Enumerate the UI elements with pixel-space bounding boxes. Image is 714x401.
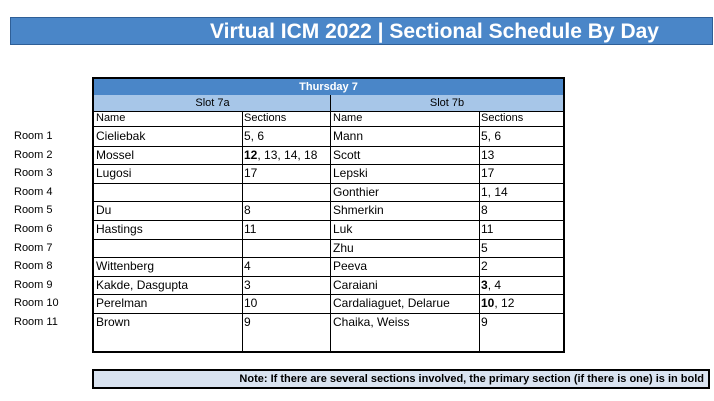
row-divider bbox=[94, 145, 563, 147]
room-label: Room 8 bbox=[14, 260, 53, 273]
header-divider bbox=[94, 126, 563, 127]
sections-header-7a: Sections bbox=[244, 112, 287, 124]
row-divider bbox=[94, 182, 563, 184]
speaker-name-7b: Cardaliaguet, Delarue bbox=[333, 296, 450, 311]
sections-7b: 10, 12 bbox=[481, 296, 515, 311]
row-divider bbox=[94, 220, 563, 221]
speaker-name-7b: Mann bbox=[333, 129, 364, 143]
sections-7b: 8 bbox=[481, 203, 488, 218]
bold-note: Note: If there are several sections invo… bbox=[92, 369, 710, 389]
sections-header-7b: Sections bbox=[481, 112, 524, 124]
speaker-name-7a: Wittenberg bbox=[96, 259, 155, 274]
speaker-name-7a: Perelman bbox=[96, 296, 148, 311]
speaker-name-7a: Du bbox=[96, 203, 112, 218]
day-header: Thursday 7 bbox=[94, 79, 563, 96]
row-divider bbox=[94, 275, 563, 277]
row-divider bbox=[94, 294, 563, 296]
name-header-7a: Name bbox=[96, 112, 126, 124]
row-divider bbox=[94, 313, 563, 314]
speaker-name-7a: Mossel bbox=[96, 147, 135, 162]
sections-7a: 12, 13, 14, 18 bbox=[244, 147, 318, 162]
sections-7b: 13 bbox=[481, 147, 495, 162]
room-label: Room 2 bbox=[14, 148, 53, 161]
primary-section: 12 bbox=[244, 147, 258, 162]
speaker-name-7b: Scott bbox=[333, 147, 361, 162]
sections-7a: 9 bbox=[244, 315, 251, 329]
speaker-name-7a: Hastings bbox=[96, 222, 143, 236]
room-label: Room 7 bbox=[14, 241, 53, 254]
sections-7b: 11 bbox=[481, 222, 494, 236]
sections-7b: 2 bbox=[481, 259, 488, 274]
speaker-name-7a: Lugosi bbox=[96, 166, 132, 181]
sections-7a: 5, 6 bbox=[244, 129, 265, 143]
sections-7a bbox=[242, 239, 331, 258]
slot-header-7b: Slot 7b bbox=[331, 95, 563, 112]
name-header-7b: Name bbox=[333, 112, 363, 124]
slot-divider bbox=[330, 95, 331, 351]
sections-7a: 4 bbox=[244, 259, 251, 274]
speaker-name-7b: Caraiani bbox=[333, 277, 378, 292]
primary-section: 10 bbox=[481, 296, 495, 311]
room-label: Room 5 bbox=[14, 204, 53, 217]
speaker-name-7b: Luk bbox=[333, 222, 353, 236]
sections-7a: 10 bbox=[244, 296, 258, 311]
room-label: Room 9 bbox=[14, 278, 53, 291]
room-label: Room 11 bbox=[14, 316, 58, 328]
sections-7b: 5, 6 bbox=[481, 129, 502, 143]
slot-header-7a: Slot 7a bbox=[94, 95, 331, 112]
room-label: Room 1 bbox=[14, 130, 53, 142]
title-banner: Virtual ICM 2022 | Sectional Schedule By… bbox=[10, 17, 713, 45]
sections-7b: 1, 14 bbox=[481, 184, 508, 199]
column-divider-7a bbox=[242, 111, 243, 351]
sections-7a: 17 bbox=[244, 166, 258, 181]
schedule-table: Thursday 7 Slot 7a Slot 7b Name Sections… bbox=[92, 77, 565, 353]
room-label: Room 3 bbox=[14, 167, 53, 180]
sections-7a: 3 bbox=[244, 277, 251, 292]
sections-7b: 9 bbox=[481, 315, 488, 329]
page-title: Virtual ICM 2022 | Sectional Schedule By… bbox=[210, 20, 659, 43]
speaker-name-7a bbox=[94, 183, 242, 202]
speaker-name-7b: Shmerkin bbox=[333, 203, 384, 218]
sections-7b: 3, 4 bbox=[481, 277, 502, 292]
row-divider bbox=[94, 201, 563, 203]
speaker-name-7a bbox=[94, 239, 242, 258]
primary-section: 3 bbox=[481, 277, 488, 292]
column-divider-7b bbox=[479, 111, 480, 351]
speaker-name-7b: Lepski bbox=[333, 166, 368, 181]
speaker-name-7a: Cieliebak bbox=[96, 129, 146, 143]
row-divider bbox=[94, 164, 563, 166]
sections-7a: 11 bbox=[244, 222, 257, 236]
speaker-name-7b: Peeva bbox=[333, 259, 368, 274]
room-label: Room 10 bbox=[14, 297, 59, 310]
speaker-name-7b: Chaika, Weiss bbox=[333, 315, 410, 329]
sections-7b: 17 bbox=[481, 166, 495, 181]
room-label: Room 6 bbox=[14, 223, 53, 235]
sections-7a: 8 bbox=[244, 203, 251, 218]
speaker-name-7b: Zhu bbox=[333, 240, 354, 255]
room-label: Room 4 bbox=[14, 185, 53, 198]
row-divider bbox=[94, 238, 563, 240]
row-divider bbox=[94, 257, 563, 259]
speaker-name-7a: Kakde, Dasgupta bbox=[96, 277, 189, 292]
sections-7a bbox=[242, 183, 331, 202]
sections-7b: 5 bbox=[481, 240, 488, 255]
speaker-name-7a: Brown bbox=[96, 315, 131, 329]
speaker-name-7b: Gonthier bbox=[333, 184, 380, 199]
